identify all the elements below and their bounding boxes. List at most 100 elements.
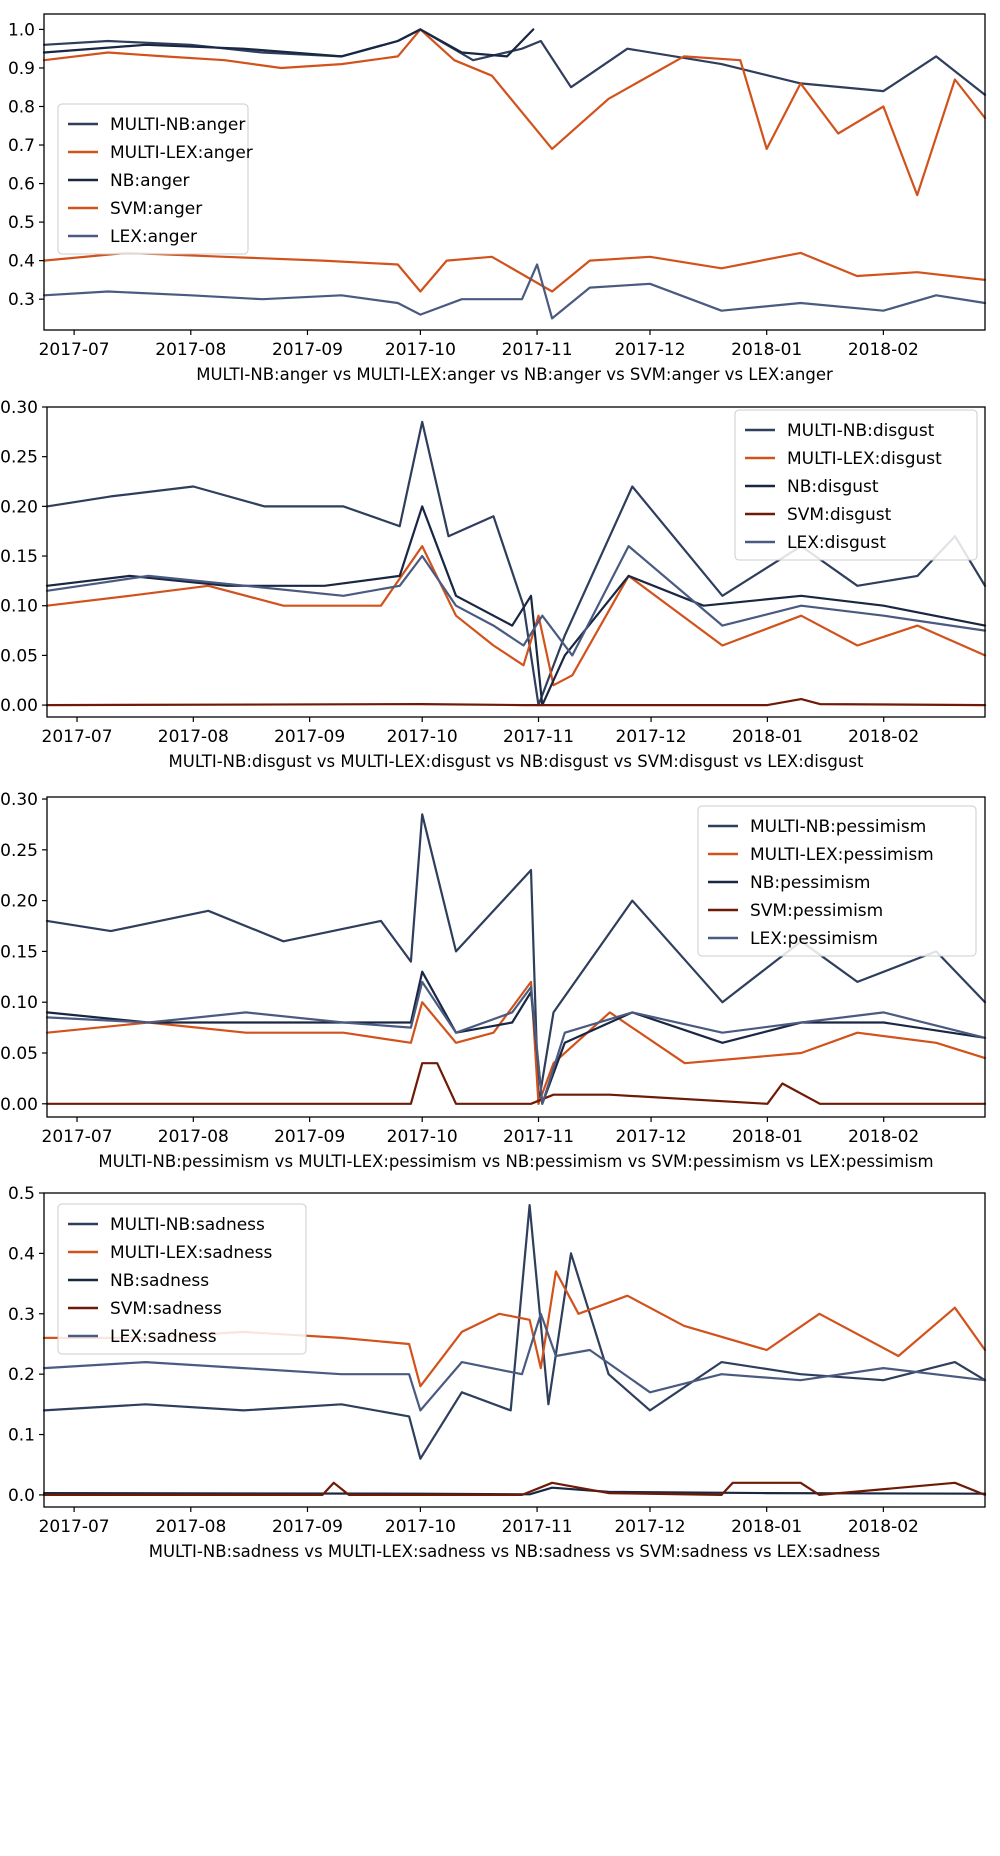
x-tick-label: 2017-12 bbox=[616, 1127, 687, 1147]
series-line-3 bbox=[45, 505, 987, 707]
series-line-5 bbox=[45, 544, 987, 657]
plot-frame bbox=[43, 13, 986, 331]
x-tick-label: 2017-12 bbox=[614, 1517, 685, 1537]
legend-entry: MULTI-NB:sadness bbox=[110, 1215, 265, 1235]
x-tick-label: 2017-11 bbox=[502, 340, 573, 360]
x-tick-label: 2017-12 bbox=[614, 340, 685, 360]
legend-entry: SVM:sadness bbox=[110, 1299, 222, 1319]
series-line-1 bbox=[42, 28, 987, 97]
x-tick-label: 2017-08 bbox=[155, 1517, 226, 1537]
x-tick-label: 2018-01 bbox=[731, 1517, 802, 1537]
y-tick-label: 0.9 bbox=[8, 59, 35, 79]
y-tick-label: 0.15 bbox=[0, 547, 38, 567]
x-tick-label: 2017-07 bbox=[39, 340, 110, 360]
y-tick-label: 0.8 bbox=[8, 97, 35, 117]
legend-entry: NB:pessimism bbox=[750, 873, 871, 893]
series-line-1 bbox=[42, 1203, 987, 1460]
chart-panel-2: 0.00 0.05 0.10 0.15 0.20 0.25 0.30 2017-07 2017-… bbox=[0, 398, 987, 771]
y-tick-label: 0.25 bbox=[0, 448, 38, 468]
legend-entry: LEX:pessimism bbox=[750, 929, 878, 949]
legend-entry: MULTI-LEX:anger bbox=[110, 143, 253, 163]
series-line-5 bbox=[42, 263, 987, 320]
legend-entry: NB:disgust bbox=[787, 477, 879, 497]
series-line-2 bbox=[45, 544, 987, 687]
y-tick-label: 0.4 bbox=[8, 252, 35, 272]
x-tick-label: 2017-07 bbox=[39, 1517, 110, 1537]
y-tick-label: 0.20 bbox=[0, 892, 38, 912]
x-tick-label: 2018-02 bbox=[848, 1127, 919, 1147]
series-line-4 bbox=[42, 1481, 987, 1497]
series-line-2 bbox=[42, 28, 987, 197]
y-tick-label: 0.2 bbox=[8, 1365, 35, 1385]
x-axis-label: MULTI-NB:pessimism vs MULTI-LEX:pessimis… bbox=[98, 1152, 933, 1171]
chart-panel-4: 0.0 0.1 0.2 0.3 0.4 0.5 2017-07 2017-08 2017-09 2… bbox=[8, 1184, 987, 1561]
legend-entry: LEX:anger bbox=[110, 227, 197, 247]
x-tick-label: 2017-10 bbox=[385, 1517, 456, 1537]
legend: MULTI-NB:pessimism MULTI-LEX:pessimism NB:… bbox=[697, 805, 977, 957]
y-tick-label: 0.25 bbox=[0, 841, 38, 861]
x-tick-label: 2017-10 bbox=[387, 1127, 458, 1147]
series-line-4 bbox=[42, 251, 987, 293]
x-tick-label: 2017-11 bbox=[502, 1517, 573, 1537]
y-tick-label: 0.1 bbox=[8, 1426, 35, 1446]
y-tick-label: 0.5 bbox=[8, 213, 35, 233]
y-tick-label: 0.20 bbox=[0, 497, 38, 517]
legend-entry: MULTI-NB:disgust bbox=[787, 421, 935, 441]
legend-entry: MULTI-LEX:pessimism bbox=[750, 845, 934, 865]
y-tick-label: 0.4 bbox=[8, 1244, 35, 1264]
series-line-4 bbox=[45, 1062, 987, 1105]
legend-entry: MULTI-NB:pessimism bbox=[750, 817, 926, 837]
series-line-5 bbox=[42, 1312, 987, 1412]
x-tick-label: 2017-09 bbox=[272, 340, 343, 360]
x-tick-label: 2017-09 bbox=[272, 1517, 343, 1537]
legend-entry: MULTI-NB:anger bbox=[110, 115, 245, 135]
x-tick-label: 2018-01 bbox=[732, 727, 803, 747]
series-line-2 bbox=[42, 1270, 987, 1388]
legend-box bbox=[57, 1203, 307, 1355]
y-tick-label: 0.0 bbox=[8, 1486, 35, 1506]
y-tick-label: 1.0 bbox=[8, 20, 35, 40]
x-tick-label: 2017-11 bbox=[503, 727, 574, 747]
plot-frame bbox=[46, 406, 986, 718]
legend: MULTI-NB:disgust MULTI-LEX:disgust NB:disg… bbox=[734, 409, 978, 561]
series-line-3 bbox=[42, 1486, 987, 1496]
legend-entry: LEX:disgust bbox=[787, 533, 886, 553]
x-tick-label: 2017-09 bbox=[274, 1127, 345, 1147]
legend-entry: SVM:anger bbox=[110, 199, 202, 219]
legend-entry: SVM:disgust bbox=[787, 505, 892, 525]
y-tick-label: 0.00 bbox=[0, 1095, 38, 1115]
x-tick-label: 2018-01 bbox=[731, 340, 802, 360]
chart-panel-3: 0.00 0.05 0.10 0.15 0.20 0.25 0.30 2017-07 2017-… bbox=[0, 790, 987, 1171]
x-axis-label: MULTI-NB:sadness vs MULTI-LEX:sadness vs… bbox=[149, 1542, 881, 1561]
series-line-3 bbox=[45, 970, 987, 1105]
legend-box bbox=[57, 103, 249, 255]
y-tick-label: 0.7 bbox=[8, 136, 35, 156]
legend-entry: LEX:sadness bbox=[110, 1327, 217, 1347]
y-tick-label: 0.15 bbox=[0, 942, 38, 962]
y-tick-label: 0.3 bbox=[8, 290, 35, 310]
legend: MULTI-NB:sadness MULTI-LEX:sadness NB:sadn… bbox=[57, 1203, 307, 1355]
x-tick-label: 2017-07 bbox=[42, 1127, 113, 1147]
y-tick-label: 0.5 bbox=[8, 1184, 35, 1204]
y-tick-label: 0.05 bbox=[0, 1044, 38, 1064]
plot-frame bbox=[43, 1192, 986, 1508]
y-tick-label: 0.30 bbox=[0, 790, 38, 810]
x-tick-label: 2017-07 bbox=[42, 727, 113, 747]
x-tick-label: 2018-02 bbox=[848, 727, 919, 747]
series-line-2 bbox=[45, 980, 987, 1105]
legend-box bbox=[697, 805, 977, 957]
y-tick-label: 0.10 bbox=[0, 597, 38, 617]
legend-entry: NB:sadness bbox=[110, 1271, 209, 1291]
x-tick-label: 2017-09 bbox=[274, 727, 345, 747]
x-axis-label: MULTI-NB:anger vs MULTI-LEX:anger vs NB:… bbox=[196, 365, 833, 384]
y-tick-label: 0.3 bbox=[8, 1305, 35, 1325]
x-tick-label: 2018-01 bbox=[732, 1127, 803, 1147]
x-tick-label: 2017-08 bbox=[158, 1127, 229, 1147]
y-tick-label: 0.30 bbox=[0, 398, 38, 418]
series-line-3 bbox=[42, 28, 535, 58]
y-tick-label: 0.05 bbox=[0, 646, 38, 666]
x-tick-label: 2018-02 bbox=[848, 1517, 919, 1537]
legend-entry: NB:anger bbox=[110, 171, 190, 191]
